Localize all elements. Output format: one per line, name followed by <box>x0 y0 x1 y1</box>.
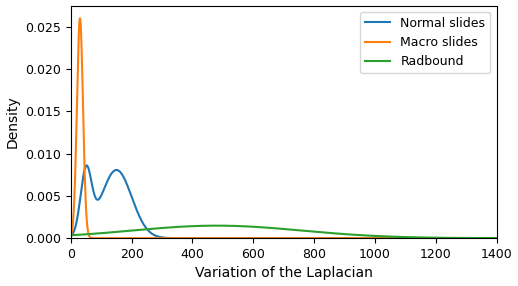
Normal slides <box>485 237 492 240</box>
Macro slides <box>142 237 148 240</box>
Normal slides <box>439 237 445 240</box>
Line: Macro slides: Macro slides <box>71 18 497 238</box>
Line: Normal slides: Normal slides <box>71 165 497 238</box>
Legend: Normal slides, Macro slides, Radbound: Normal slides, Macro slides, Radbound <box>361 12 491 73</box>
Radbound <box>231 224 237 228</box>
Radbound <box>485 236 492 240</box>
Macro slides <box>250 237 256 240</box>
Radbound <box>250 225 256 229</box>
Macro slides <box>485 237 492 240</box>
Radbound <box>141 228 148 231</box>
Normal slides <box>68 234 74 238</box>
Macro slides <box>494 237 500 240</box>
Macro slides <box>231 237 237 240</box>
Macro slides <box>77 17 83 20</box>
Normal slides <box>250 237 256 240</box>
Radbound <box>494 237 500 240</box>
Radbound <box>213 224 220 227</box>
Normal slides <box>231 237 237 240</box>
Macro slides <box>68 234 74 237</box>
Macro slides <box>194 237 200 240</box>
Macro slides <box>439 237 445 240</box>
Line: Radbound: Radbound <box>71 226 497 238</box>
X-axis label: Variation of the Laplacian: Variation of the Laplacian <box>195 267 372 281</box>
Y-axis label: Density: Density <box>6 96 20 148</box>
Radbound <box>439 236 445 239</box>
Normal slides <box>142 225 148 228</box>
Macro slides <box>117 237 123 240</box>
Radbound <box>116 230 122 233</box>
Normal slides <box>83 164 90 167</box>
Normal slides <box>117 170 123 173</box>
Radbound <box>68 234 74 237</box>
Normal slides <box>494 237 500 240</box>
